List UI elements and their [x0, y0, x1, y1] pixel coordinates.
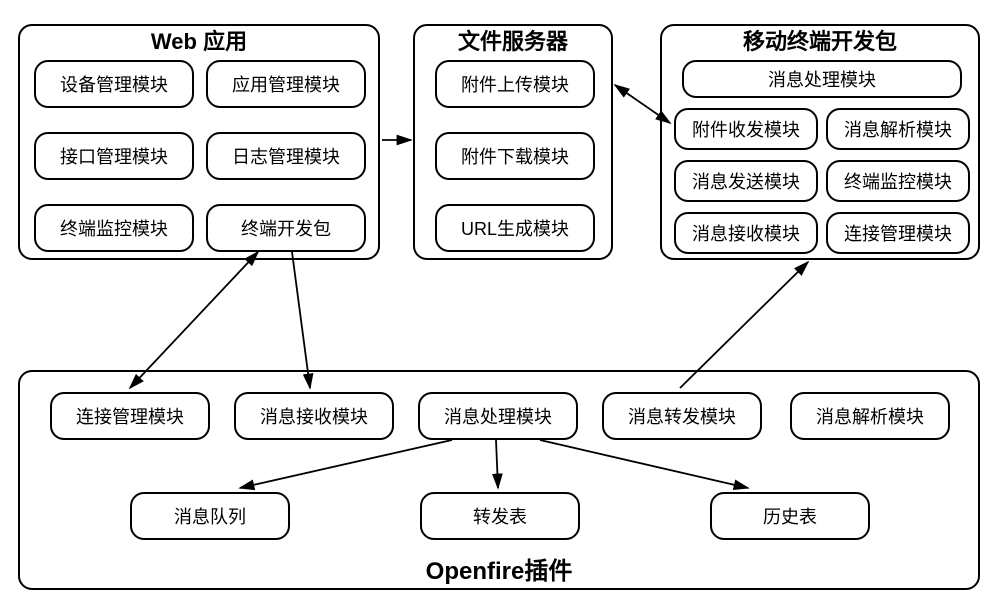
module-conn-mgmt-of: 连接管理模块 — [50, 392, 210, 440]
module-msg-send: 消息发送模块 — [674, 160, 818, 202]
module-conn-mgmt-sdk: 连接管理模块 — [826, 212, 970, 254]
panel-openfire: Openfire插件 连接管理模块 消息接收模块 消息处理模块 消息转发模块 消… — [18, 370, 980, 590]
module-terminal-monitor-sdk: 终端监控模块 — [826, 160, 970, 202]
module-log-mgmt: 日志管理模块 — [206, 132, 366, 180]
module-msg-recv-of: 消息接收模块 — [234, 392, 394, 440]
module-msg-parse-sdk: 消息解析模块 — [826, 108, 970, 150]
module-terminal-devkit: 终端开发包 — [206, 204, 366, 252]
panel-mobile-sdk-title: 移动终端开发包 — [662, 24, 978, 56]
panel-web-app: Web 应用 设备管理模块 应用管理模块 接口管理模块 日志管理模块 终端监控模… — [18, 24, 380, 260]
module-msg-process-of: 消息处理模块 — [418, 392, 578, 440]
panel-mobile-sdk: 移动终端开发包 消息处理模块 附件收发模块 消息解析模块 消息发送模块 终端监控… — [660, 24, 980, 260]
panel-openfire-title: Openfire插件 — [20, 551, 978, 586]
module-forward-table: 转发表 — [420, 492, 580, 540]
panel-file-server: 文件服务器 附件上传模块 附件下载模块 URL生成模块 — [413, 24, 613, 260]
module-terminal-monitor-web: 终端监控模块 — [34, 204, 194, 252]
panel-file-server-title: 文件服务器 — [415, 24, 611, 56]
module-attach-upload: 附件上传模块 — [435, 60, 595, 108]
module-attach-download: 附件下载模块 — [435, 132, 595, 180]
module-msg-queue: 消息队列 — [130, 492, 290, 540]
panel-web-app-title: Web 应用 — [20, 24, 378, 56]
module-url-gen: URL生成模块 — [435, 204, 595, 252]
module-history-table: 历史表 — [710, 492, 870, 540]
module-msg-recv-sdk: 消息接收模块 — [674, 212, 818, 254]
module-msg-process-sdk: 消息处理模块 — [682, 60, 962, 98]
module-app-mgmt: 应用管理模块 — [206, 60, 366, 108]
module-device-mgmt: 设备管理模块 — [34, 60, 194, 108]
module-interface-mgmt: 接口管理模块 — [34, 132, 194, 180]
module-msg-parse-of: 消息解析模块 — [790, 392, 950, 440]
module-msg-forward: 消息转发模块 — [602, 392, 762, 440]
module-attach-sendrecv: 附件收发模块 — [674, 108, 818, 150]
